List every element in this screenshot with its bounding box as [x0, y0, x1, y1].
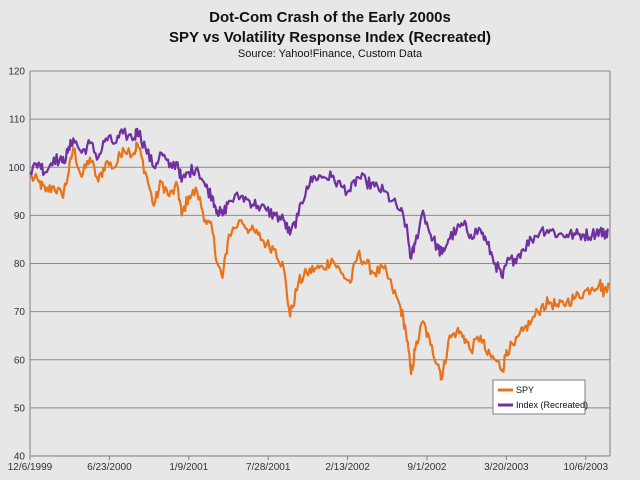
- legend-box: [492, 379, 586, 415]
- y-tick-label: 90: [14, 211, 26, 222]
- x-tick-label: 9/1/2002: [408, 462, 447, 473]
- x-tick-label: 2/13/2002: [325, 462, 370, 473]
- y-tick-label: 80: [14, 259, 26, 270]
- axis-layer: 40 50 60 70 80 90 100 110 120 12/6/1999 6/23/2000 1…: [8, 67, 611, 473]
- x-tick-label: 10/6/2003: [564, 462, 609, 473]
- y-tick-label: 50: [14, 403, 26, 414]
- x-tick-label: 12/6/1999: [8, 462, 53, 473]
- y-tick-label: 70: [14, 307, 26, 318]
- y-tick-label: 110: [9, 115, 25, 126]
- y-tick-label: 120: [8, 67, 25, 78]
- series-line-0: [29, 141, 610, 381]
- legend-label: Index (Recreated): [516, 400, 588, 410]
- series-layer: [29, 127, 610, 381]
- legend-label: SPY: [516, 385, 534, 395]
- chart-source: Source: Yahoo!Finance, Custom Data: [238, 48, 423, 60]
- chart-title: Dot-Com Crash of the Early 2000s: [209, 9, 451, 26]
- y-tick-label: 40: [14, 452, 26, 463]
- x-tick-label: 7/28/2001: [246, 462, 291, 473]
- series-line-1: [29, 127, 609, 279]
- chart-subtitle: SPY vs Volatility Response Index (Recrea…: [169, 29, 491, 46]
- legend: SPY Index (Recreated): [492, 379, 588, 415]
- x-tick-label: 1/9/2001: [169, 462, 208, 473]
- y-tick-label: 60: [14, 355, 26, 366]
- y-tick-label: 100: [8, 163, 25, 174]
- x-tick-label: 6/23/2000: [87, 462, 132, 473]
- x-tick-label: 3/20/2003: [484, 462, 529, 473]
